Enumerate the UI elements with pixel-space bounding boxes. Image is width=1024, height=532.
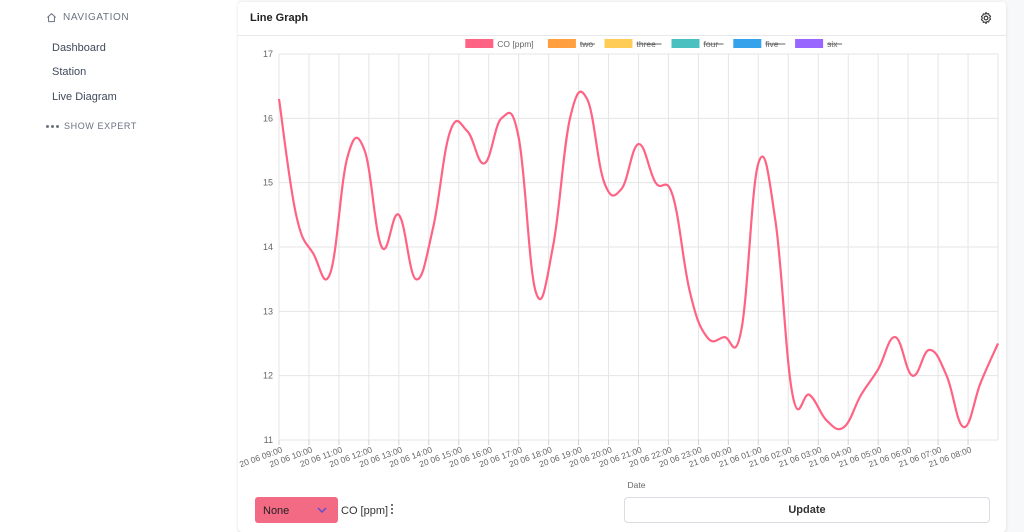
card-header: Line Graph — [238, 2, 1006, 36]
series-select-value: None — [263, 505, 290, 517]
y-tick-label: 15 — [263, 178, 273, 188]
home-icon — [47, 13, 56, 23]
sidebar-item-live-diagram[interactable]: Live Diagram — [52, 91, 117, 103]
legend-swatch — [795, 39, 824, 48]
more-vertical-icon[interactable] — [388, 502, 396, 516]
update-button[interactable]: Update — [624, 497, 990, 523]
legend-swatch — [604, 39, 633, 48]
line-graph-card: Line Graph 11 12 13 14 15 16 17 20 06 09:00 20 0… — [238, 2, 1006, 532]
y-tick-label: 14 — [263, 242, 273, 252]
navigation-heading-label: NAVIGATION — [63, 12, 130, 23]
x-axis-title: Date — [628, 480, 646, 490]
legend-swatch — [671, 39, 700, 48]
sidebar-item-dashboard[interactable]: Dashboard — [52, 42, 106, 54]
legend-label: CO [ppm] — [497, 39, 533, 49]
legend-swatch — [547, 39, 576, 48]
y-tick-label: 11 — [264, 435, 273, 445]
y-tick-label: 16 — [263, 113, 273, 123]
series-select[interactable]: None — [255, 497, 338, 523]
legend-swatch — [465, 39, 494, 48]
series-label: CO [ppm] — [341, 505, 389, 517]
chevron-down-icon — [317, 507, 327, 513]
navigation-heading: NAVIGATION — [46, 12, 129, 23]
y-tick-label: 17 — [263, 49, 273, 59]
card-title: Line Graph — [250, 12, 309, 24]
sidebar: NAVIGATION Dashboard Station Live Diagra… — [0, 0, 238, 532]
chart-controls: None CO [ppm] Update — [238, 494, 1006, 526]
more-horizontal-icon — [46, 124, 59, 128]
series-line-co — [277, 90, 1000, 431]
show-expert-toggle[interactable]: SHOW EXPERT — [46, 121, 137, 131]
show-expert-label: SHOW EXPERT — [64, 121, 137, 131]
sidebar-item-station[interactable]: Station — [52, 66, 87, 78]
y-tick-label: 12 — [263, 371, 273, 381]
y-tick-label: 13 — [263, 306, 273, 316]
legend-swatch — [733, 39, 762, 48]
gear-icon[interactable] — [979, 11, 993, 25]
